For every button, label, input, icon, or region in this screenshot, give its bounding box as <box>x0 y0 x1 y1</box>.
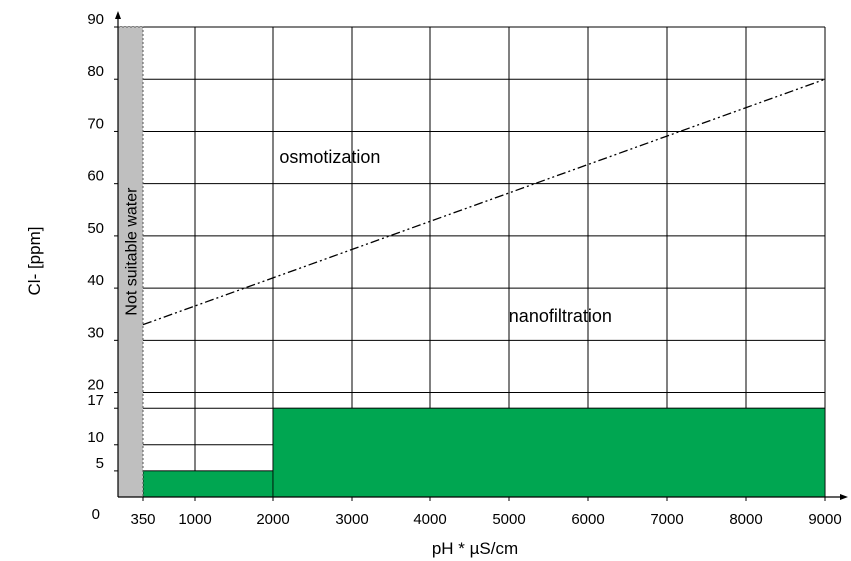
x-tick-label: 5000 <box>492 511 525 528</box>
x-tick-label: 350 <box>130 511 155 528</box>
osmotization-label: osmotization <box>279 147 380 167</box>
y-tick-label: 0 <box>92 506 100 523</box>
y-tick-label: 90 <box>87 11 104 28</box>
y-tick-label: 40 <box>87 272 104 289</box>
y-tick-label: 60 <box>87 168 104 185</box>
y-axis-title: Cl- [ppm] <box>25 227 44 296</box>
x-tick-label: 8000 <box>729 511 762 528</box>
y-tick-label: 17 <box>87 392 104 409</box>
x-tick-label: 1000 <box>178 511 211 528</box>
x-tick-label: 6000 <box>571 511 604 528</box>
y-tick-label: 30 <box>87 324 104 341</box>
grid-lines <box>118 26 826 497</box>
green-region <box>142 470 274 498</box>
x-tick-labels: 350 1000 2000 3000 4000 5000 6000 7000 8000 9000 <box>130 511 841 528</box>
y-tick-label: 20 <box>87 377 104 394</box>
x-axis-arrow <box>840 494 848 500</box>
x-tick-label: 3000 <box>335 511 368 528</box>
y-tick-label: 80 <box>87 63 104 80</box>
not-suitable-label: Not suitable water <box>124 187 141 316</box>
y-axis-arrow <box>115 11 121 19</box>
x-tick-label: 9000 <box>808 511 841 528</box>
x-tick-label: 4000 <box>413 511 446 528</box>
axes <box>114 11 848 501</box>
x-tick-label: 2000 <box>256 511 289 528</box>
y-tick-label: 50 <box>87 220 104 237</box>
y-tick-label: 70 <box>87 115 104 132</box>
green-regions <box>142 407 826 498</box>
not-suitable-band <box>117 26 144 498</box>
green-region <box>272 407 826 498</box>
x-tick-label: 7000 <box>650 511 683 528</box>
nanofiltration-label: nanofiltration <box>509 306 612 326</box>
y-tick-label: 10 <box>87 429 104 446</box>
y-tick-label: 5 <box>96 455 104 472</box>
x-axis-title: pH * µS/cm <box>432 539 518 558</box>
